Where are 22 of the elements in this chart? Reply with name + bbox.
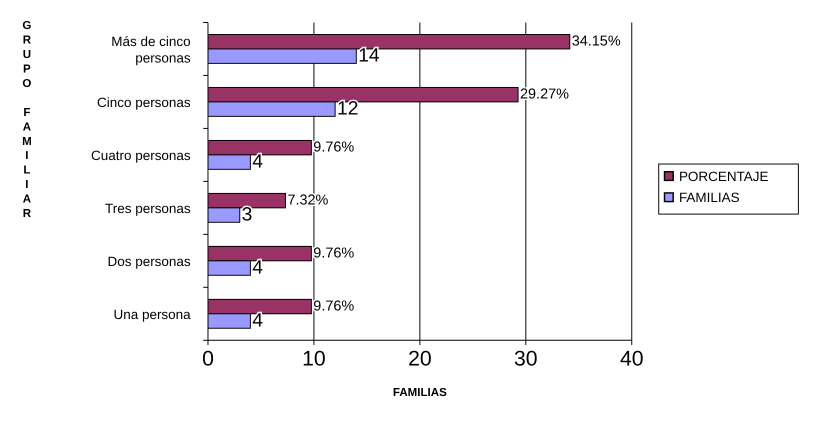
x-tick-label: 30 [514, 347, 538, 370]
data-label: 12 [337, 98, 358, 120]
x-tick-label: 10 [302, 347, 326, 370]
data-label: 14 [358, 46, 380, 67]
y-tick-label: Más de cinco personas [111, 34, 191, 66]
y-tick-label: Una persona [114, 306, 192, 322]
data-label: 3 [242, 204, 252, 226]
data-label: 34.15% [572, 34, 621, 50]
x-tick-label: 20 [408, 347, 432, 370]
x-axis-title: FAMILIAS [392, 387, 448, 400]
x-tick-label: 0 [202, 347, 214, 370]
y-tick-label: Cuatro personas [91, 147, 191, 162]
y-tick-label: Dos personas [108, 253, 191, 268]
data-label: 4 [252, 152, 264, 173]
text: GRUPO FAMILIAR [22, 20, 32, 220]
data-label: 4 [252, 258, 264, 279]
legend-label: PORCENTAJE [678, 169, 769, 184]
y-tick-label: Cinco personas [97, 94, 191, 110]
legend-label: FAMILIAS [678, 190, 740, 206]
data-label: 4 [252, 310, 264, 332]
y-tick-label: Tres personas [105, 200, 191, 216]
x-tick-label: 40 [620, 347, 644, 370]
